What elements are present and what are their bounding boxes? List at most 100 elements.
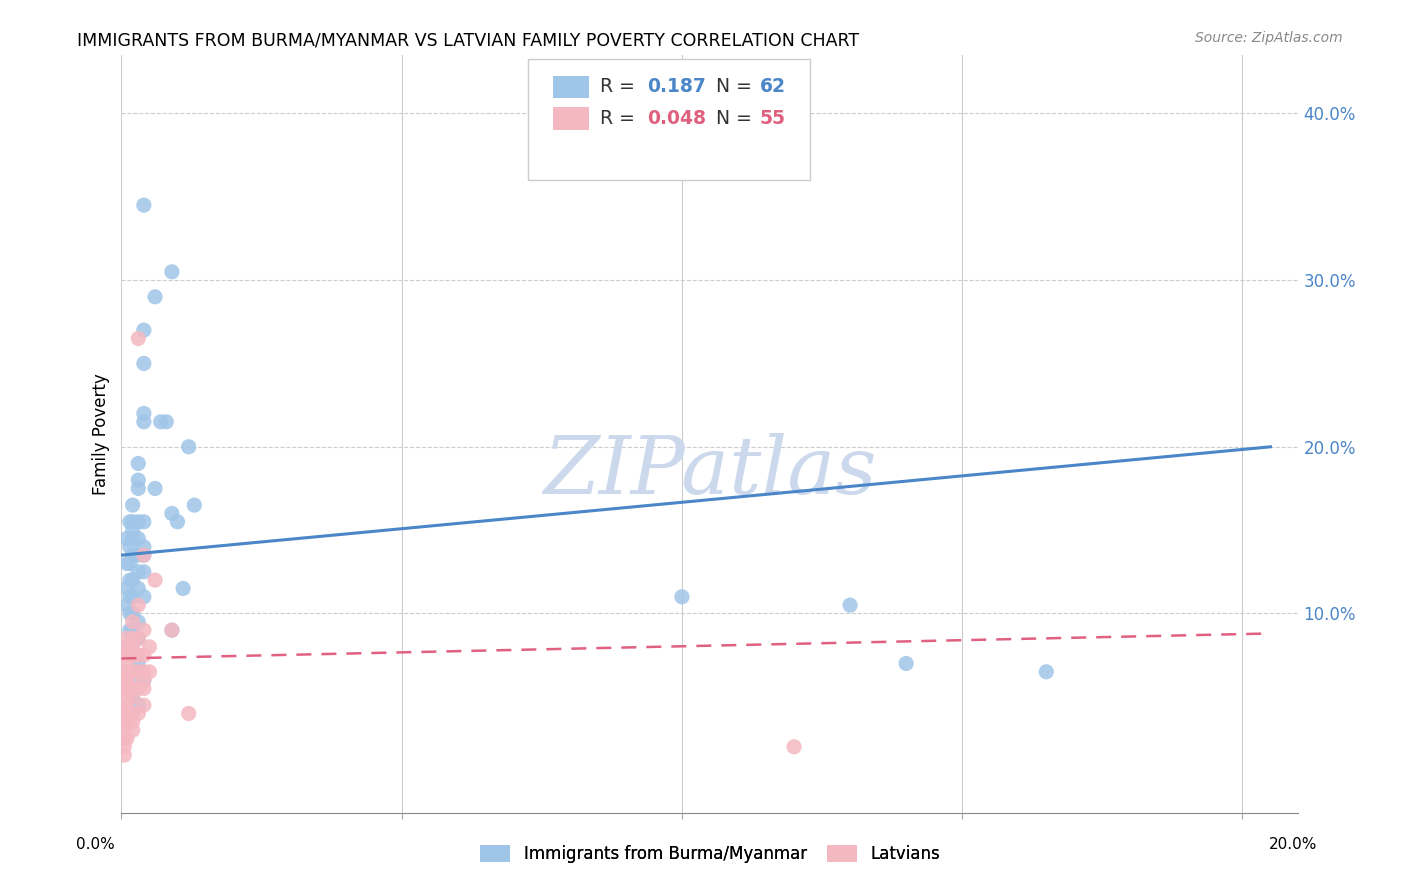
Point	[115, 657, 138, 671]
Point	[127, 532, 149, 546]
Point	[132, 407, 155, 421]
Point	[138, 640, 160, 654]
Point	[127, 632, 149, 646]
Point	[115, 731, 138, 746]
Point	[127, 473, 149, 487]
Y-axis label: Family Poverty: Family Poverty	[93, 374, 110, 495]
Point	[112, 673, 135, 687]
Point	[112, 698, 135, 713]
Point	[155, 415, 177, 429]
Point	[121, 640, 143, 654]
Point	[127, 565, 149, 579]
Point	[132, 323, 155, 337]
Point	[115, 557, 138, 571]
Point	[671, 590, 693, 604]
Point	[132, 515, 155, 529]
Point	[132, 665, 155, 679]
Point	[127, 482, 149, 496]
Point	[132, 540, 155, 554]
Point	[118, 540, 141, 554]
Point	[112, 714, 135, 729]
Point	[121, 523, 143, 537]
Point	[121, 681, 143, 696]
Point	[121, 607, 143, 621]
Point	[121, 665, 143, 679]
Point	[183, 498, 205, 512]
Point	[894, 657, 917, 671]
Point	[112, 648, 135, 662]
Point	[118, 515, 141, 529]
Point	[149, 415, 172, 429]
Point	[112, 739, 135, 754]
Point	[121, 615, 143, 629]
Point	[121, 573, 143, 587]
Point	[127, 457, 149, 471]
Point	[132, 698, 155, 713]
Point	[127, 657, 149, 671]
Point	[132, 623, 155, 637]
Point	[143, 573, 166, 587]
Text: Source: ZipAtlas.com: Source: ZipAtlas.com	[1195, 31, 1343, 45]
Point	[127, 665, 149, 679]
FancyBboxPatch shape	[527, 59, 810, 180]
Legend: Immigrants from Burma/Myanmar, Latvians: Immigrants from Burma/Myanmar, Latvians	[474, 838, 946, 870]
Text: N =: N =	[716, 78, 752, 96]
Point	[112, 748, 135, 763]
Point	[127, 698, 149, 713]
Point	[160, 623, 183, 637]
Point	[115, 681, 138, 696]
Point	[132, 673, 155, 687]
Point	[127, 615, 149, 629]
Point	[118, 590, 141, 604]
Point	[115, 632, 138, 646]
Text: 55: 55	[759, 110, 786, 128]
Point	[127, 681, 149, 696]
Point	[127, 582, 149, 596]
Point	[115, 598, 138, 612]
Text: 0.0%: 0.0%	[76, 838, 115, 852]
Point	[127, 548, 149, 562]
Point	[115, 673, 138, 687]
Bar	[554, 76, 589, 98]
Point	[115, 665, 138, 679]
Text: R =: R =	[600, 110, 636, 128]
Point	[121, 723, 143, 738]
Point	[118, 557, 141, 571]
Point	[160, 507, 183, 521]
Point	[839, 598, 862, 612]
Point	[115, 582, 138, 596]
Point	[160, 265, 183, 279]
Point	[115, 640, 138, 654]
Point	[115, 690, 138, 704]
Text: 0.187: 0.187	[648, 78, 706, 96]
Point	[112, 731, 135, 746]
Point	[172, 582, 194, 596]
Point	[121, 532, 143, 546]
Point	[177, 706, 200, 721]
Point	[132, 681, 155, 696]
Point	[121, 515, 143, 529]
Point	[143, 290, 166, 304]
Bar	[554, 107, 589, 130]
Point	[121, 498, 143, 512]
Point	[115, 714, 138, 729]
Point	[132, 356, 155, 370]
Point	[112, 706, 135, 721]
Point	[127, 706, 149, 721]
Point	[115, 648, 138, 662]
Point	[132, 415, 155, 429]
Point	[1035, 665, 1057, 679]
Point	[118, 607, 141, 621]
Point	[121, 648, 143, 662]
Point	[115, 706, 138, 721]
Point	[160, 623, 183, 637]
Point	[121, 590, 143, 604]
Text: R =: R =	[600, 78, 636, 96]
Point	[166, 515, 188, 529]
Point	[127, 632, 149, 646]
Point	[118, 640, 141, 654]
Point	[121, 623, 143, 637]
Point	[112, 665, 135, 679]
Point	[132, 548, 155, 562]
Point	[127, 598, 149, 612]
